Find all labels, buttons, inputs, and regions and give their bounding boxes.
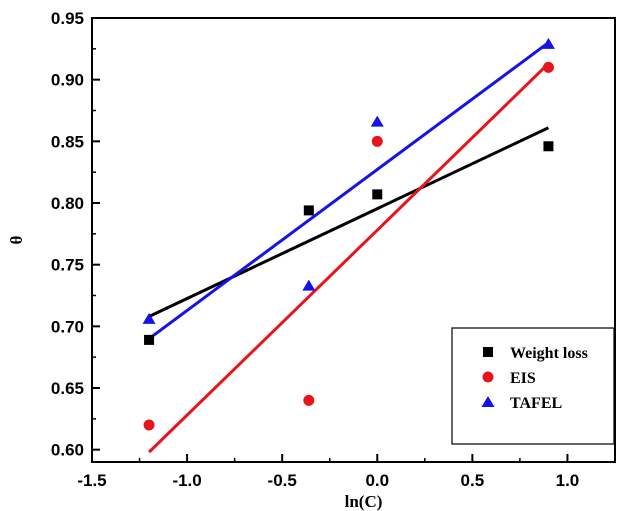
y-tick-label: 0.75 xyxy=(51,256,84,275)
legend-marker xyxy=(483,347,493,357)
y-tick-label: 0.80 xyxy=(51,194,84,213)
x-tick-label: 0.5 xyxy=(461,471,485,490)
data-point-square xyxy=(144,334,155,345)
data-point-circle xyxy=(143,419,155,431)
data-point-triangle xyxy=(370,115,384,127)
legend-box xyxy=(451,327,615,445)
x-axis-ticks: -1.5 -1.0 -0.5 0.0 0.5 1.0 xyxy=(77,454,579,490)
data-point-square xyxy=(303,205,314,216)
y-tick-label: 0.90 xyxy=(51,71,84,90)
data-point-circle xyxy=(371,135,383,147)
data-point-circle xyxy=(542,61,554,73)
y-tick-label: 0.65 xyxy=(51,379,84,398)
data-point-triangle xyxy=(142,312,156,324)
data-point-square xyxy=(372,189,383,200)
x-axis-title: ln(C) xyxy=(345,492,383,511)
data-point-square xyxy=(543,141,554,152)
y-tick-label: 0.85 xyxy=(51,132,84,151)
fit-line xyxy=(148,62,550,454)
y-axis-title: θ xyxy=(7,235,26,244)
legend: Weight loss EIS TAFEL xyxy=(451,327,615,445)
data-point-triangle xyxy=(302,279,316,291)
y-axis-ticks: 0.60 0.65 0.70 0.75 0.80 0.85 0.90 0.95 xyxy=(51,9,100,460)
data-point-triangle xyxy=(541,37,555,49)
plot-frame xyxy=(91,17,616,463)
legend-label: EIS xyxy=(510,370,536,387)
fit-lines xyxy=(148,41,550,454)
data-markers xyxy=(142,37,555,431)
x-tick-label: -0.5 xyxy=(268,471,297,490)
legend-marker xyxy=(481,396,495,407)
fit-line xyxy=(148,126,550,318)
x-tick-label: 0.0 xyxy=(365,471,389,490)
y-tick-label: 0.60 xyxy=(51,441,84,460)
legend-label: Weight loss xyxy=(510,345,588,362)
y-tick-label: 0.95 xyxy=(51,9,84,28)
x-tick-label: -1.0 xyxy=(172,471,201,490)
x-tick-label: 1.0 xyxy=(556,471,580,490)
legend-marker xyxy=(482,371,494,383)
legend-label: TAFEL xyxy=(510,395,562,412)
fit-line xyxy=(148,41,550,340)
x-tick-label: -1.5 xyxy=(77,471,106,490)
data-point-circle xyxy=(303,394,315,406)
y-tick-label: 0.70 xyxy=(51,317,84,336)
